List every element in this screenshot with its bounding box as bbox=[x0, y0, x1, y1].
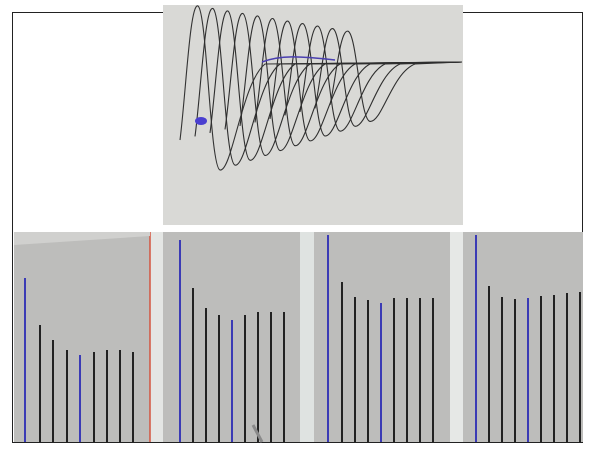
separator bbox=[150, 232, 163, 442]
page: (() => { const data = JSON.parse(documen… bbox=[0, 0, 595, 451]
bar-photo bbox=[14, 232, 583, 442]
photo bbox=[0, 0, 595, 451]
blue-marker bbox=[195, 117, 207, 125]
waveform-photo bbox=[163, 5, 463, 225]
separator bbox=[300, 232, 314, 442]
separator bbox=[450, 232, 463, 442]
